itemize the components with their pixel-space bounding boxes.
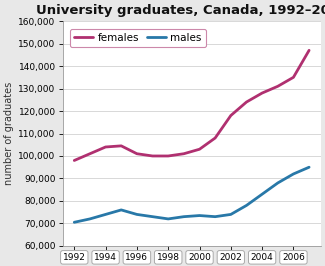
males (213, 215, 217, 218)
males (198, 214, 202, 217)
Line: females: females (74, 50, 309, 160)
females (182, 152, 186, 155)
males (229, 213, 233, 216)
males (72, 221, 76, 224)
females (198, 148, 202, 151)
females (260, 92, 264, 95)
males (88, 217, 92, 221)
Legend: females, males: females, males (70, 28, 206, 47)
females (135, 152, 139, 155)
females (119, 144, 123, 147)
males (276, 181, 280, 185)
males (260, 193, 264, 196)
females (88, 152, 92, 155)
males (166, 217, 170, 221)
males (104, 213, 108, 216)
females (72, 159, 76, 162)
Title: University graduates, Canada, 1992–2007: University graduates, Canada, 1992–2007 (35, 4, 325, 17)
Y-axis label: number of graduates: number of graduates (4, 82, 14, 185)
females (104, 146, 108, 149)
males (292, 172, 295, 176)
females (150, 154, 154, 157)
males (244, 204, 248, 207)
males (307, 166, 311, 169)
females (292, 76, 295, 79)
males (135, 213, 139, 216)
females (276, 85, 280, 88)
Line: males: males (74, 167, 309, 222)
females (166, 154, 170, 157)
females (213, 136, 217, 140)
males (150, 215, 154, 218)
females (307, 49, 311, 52)
males (182, 215, 186, 218)
males (119, 208, 123, 211)
females (244, 101, 248, 104)
females (229, 114, 233, 117)
